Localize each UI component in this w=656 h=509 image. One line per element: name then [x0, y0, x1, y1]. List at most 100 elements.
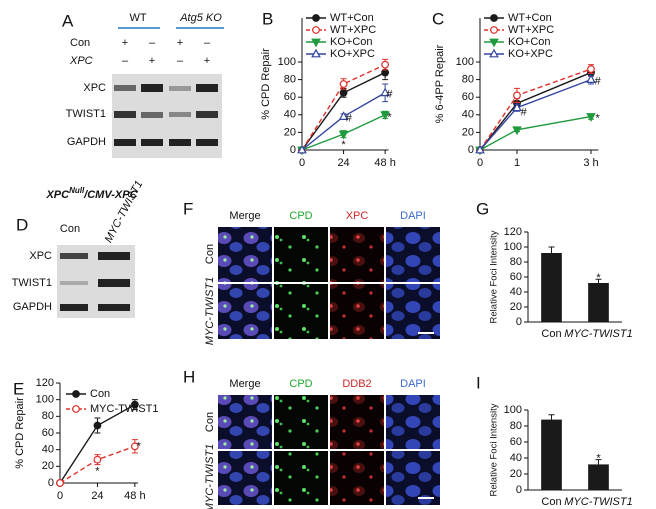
bar: [588, 283, 609, 322]
channel-label: DDB2: [342, 378, 371, 390]
sign: –: [204, 37, 211, 49]
y-tick-label: 20: [284, 126, 296, 138]
marker: [513, 91, 521, 100]
error-bar: [548, 246, 555, 260]
y-tick-label: 40: [510, 452, 522, 464]
error-bar: [595, 278, 602, 288]
y-axis-label: % CPD Repair: [14, 397, 26, 469]
y-tick-label: 60: [510, 436, 522, 448]
error-bar: [595, 459, 602, 470]
row-label: Con: [204, 244, 216, 264]
legend-label: WT+XPC: [330, 24, 376, 36]
y-tick-label: 0: [290, 144, 296, 156]
legend-label: KO+Con: [330, 36, 373, 48]
title-part: /CMV-XPC: [83, 189, 138, 201]
marker: [512, 126, 522, 136]
treatment-label: XPC: [69, 55, 93, 67]
y-tick-label: 60: [284, 91, 296, 103]
annotation: #: [521, 106, 528, 118]
marker: [381, 60, 390, 69]
y-tick-label: 120: [36, 377, 54, 389]
x-tick-label: 48 h: [374, 157, 395, 169]
annotation: *: [596, 112, 601, 124]
band-label: XPC: [83, 82, 106, 94]
annotation: *: [341, 139, 346, 151]
bar: [541, 419, 562, 490]
band-label: GAPDH: [13, 301, 52, 313]
series-line: [479, 68, 592, 151]
row-label: MYC-TWIST1: [204, 277, 216, 345]
marker: [297, 144, 307, 154]
marker: [586, 74, 596, 83]
marker: [489, 38, 499, 48]
panel-label: D: [16, 215, 28, 234]
channel-label: Merge: [229, 378, 260, 390]
micrographs: [218, 395, 440, 505]
x-tick-label: 0: [477, 157, 483, 169]
y-tick-label: 0: [516, 484, 522, 496]
y-tick-label: 60: [462, 91, 474, 103]
marker: [311, 48, 321, 58]
series-line: [301, 64, 386, 151]
legend-label: WT+Con: [330, 12, 374, 24]
marker: [380, 87, 390, 97]
sign: +: [149, 55, 155, 67]
y-tick-label: 80: [462, 74, 474, 86]
bands: [114, 84, 218, 146]
y-tick-label: 40: [284, 109, 296, 121]
marker: [130, 442, 139, 451]
y-tick-label: 20: [510, 301, 522, 313]
marker: [586, 113, 596, 122]
band-label: GAPDH: [67, 136, 106, 148]
sign: –: [149, 37, 156, 49]
legend-label: WT+XPC: [508, 24, 554, 36]
marker: [338, 111, 349, 120]
marker: [587, 65, 595, 73]
y-tick-label: 40: [462, 109, 474, 121]
title-part: Null: [69, 186, 85, 195]
channel-label: DAPI: [400, 378, 426, 390]
panel-label: A: [62, 11, 74, 30]
channel-label: DAPI: [400, 210, 426, 222]
x-tick-label: 3 h: [583, 157, 598, 169]
y-tick-label: 60: [42, 427, 54, 439]
marker: [312, 26, 320, 34]
annotation: *: [95, 466, 100, 478]
x-tick-label: 24: [91, 490, 103, 502]
error-bar: [548, 414, 555, 425]
channel-label: CPD: [289, 378, 312, 390]
marker: [490, 26, 498, 34]
sign: +: [122, 37, 128, 49]
y-tick-label: 80: [42, 410, 54, 422]
marker: [312, 14, 320, 22]
sign: –: [122, 55, 129, 67]
legend-label: KO+XPC: [508, 48, 553, 60]
x-tick-label: 0: [57, 490, 63, 502]
x-tick-label: 24: [337, 157, 349, 169]
marker: [339, 80, 348, 88]
row-label: MYC-TWIST1: [204, 444, 216, 509]
annotation: *: [596, 272, 601, 284]
y-tick-label: 0: [516, 316, 522, 328]
marker: [93, 455, 102, 464]
y-tick-label: 0: [48, 477, 54, 489]
sign: +: [177, 37, 183, 49]
panel-label: G: [476, 199, 489, 218]
channel-label: CPD: [289, 210, 312, 222]
sign: +: [204, 55, 210, 67]
panel-label: F: [183, 199, 193, 218]
marker: [489, 48, 499, 58]
y-tick-label: 100: [36, 394, 54, 406]
series-line: [479, 115, 592, 151]
annotation: *: [137, 441, 142, 453]
panel-label: C: [432, 9, 444, 28]
treatment-label: Con: [70, 37, 90, 49]
title-part: XPC: [45, 189, 70, 201]
x-tick-label: MYC-TWIST1: [564, 496, 632, 508]
legend-label: KO+Con: [508, 36, 551, 48]
panel-label: B: [262, 9, 273, 28]
y-axis-label: Relative Foci Intensity: [489, 403, 500, 496]
legend-label: Con: [90, 388, 110, 400]
marker: [490, 14, 498, 22]
